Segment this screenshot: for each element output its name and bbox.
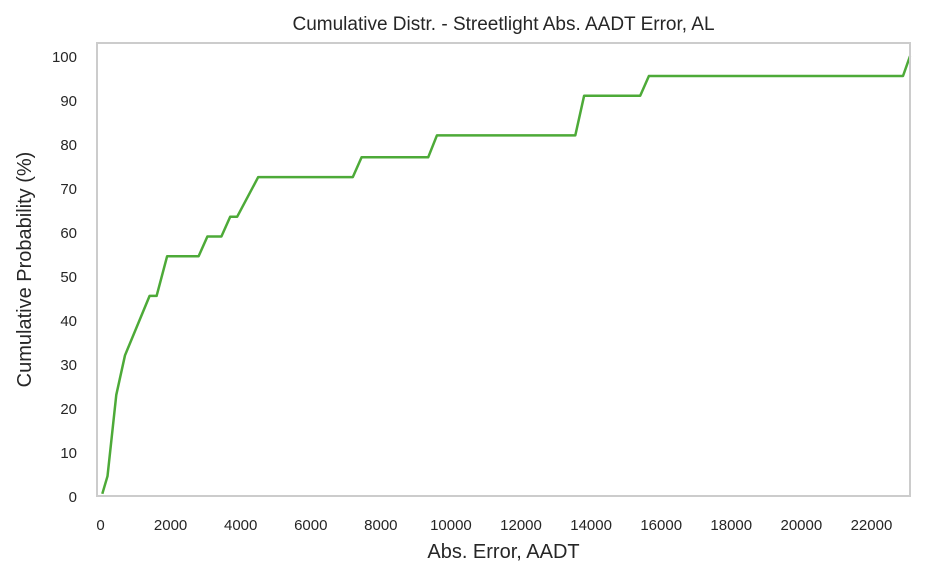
y-tick-label: 20: [60, 401, 77, 418]
y-tick-label: 90: [60, 93, 77, 110]
y-tick-label: 80: [60, 137, 77, 154]
y-tick-label: 70: [60, 181, 77, 198]
x-tick-label: 10000: [430, 517, 472, 534]
x-tick-label: 8000: [364, 517, 397, 534]
y-tick-label: 50: [60, 269, 77, 286]
x-axis-title: Abs. Error, AADT: [427, 541, 579, 563]
plot-frame: [96, 42, 911, 497]
x-tick-label: 14000: [570, 517, 612, 534]
cdf-line: [101, 55, 912, 495]
y-tick-label: 30: [60, 357, 77, 374]
y-tick-label: 0: [69, 489, 77, 506]
y-axis-title: Cumulative Probability (%): [14, 152, 36, 388]
x-tick-label: 22000: [851, 517, 893, 534]
y-tick-label: 100: [52, 49, 77, 66]
x-tick-label: 4000: [224, 517, 257, 534]
x-tick-label: 16000: [640, 517, 682, 534]
x-tick-label: 0: [96, 517, 104, 534]
y-tick-label: 40: [60, 313, 77, 330]
y-tick-label: 10: [60, 445, 77, 462]
x-tick-label: 20000: [781, 517, 823, 534]
y-axis-ticks: 0 10 20 30 40 50 60 70 80 90 100: [52, 49, 77, 506]
chart-title: Cumulative Distr. - Streetlight Abs. AAD…: [292, 14, 714, 35]
x-tick-label: 2000: [154, 517, 187, 534]
plot-area: [101, 55, 912, 495]
x-axis-ticks: 0 2000 4000 6000 8000 10000 12000 14000 16000 180…: [96, 517, 892, 534]
x-tick-label: 6000: [294, 517, 327, 534]
x-tick-label: 18000: [710, 517, 752, 534]
x-tick-label: 12000: [500, 517, 542, 534]
y-tick-label: 60: [60, 225, 77, 242]
